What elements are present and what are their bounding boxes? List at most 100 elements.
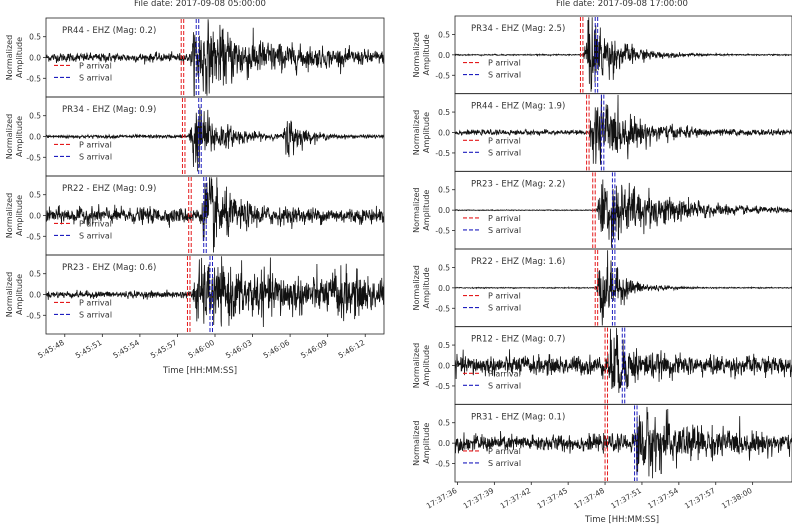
y-tick-label: -0.5 [435, 227, 450, 236]
legend-entry: P arrival [79, 140, 112, 149]
y-tick-label: -0.5 [435, 304, 450, 313]
y-tick-label: -0.5 [435, 382, 450, 391]
legend-entry: S arrival [79, 310, 112, 319]
waveform-trace [455, 94, 792, 165]
station-label: PR44 - EHZ (Mag: 1.9) [471, 102, 565, 112]
y-axis-label: NormalizedAmplitude [5, 35, 24, 80]
y-tick-label: 0.5 [29, 112, 41, 121]
legend-entry: S arrival [79, 152, 112, 161]
y-tick-label: -0.5 [435, 71, 450, 80]
x-tick-label: 17:37:36 [425, 486, 459, 511]
y-axis-label: NormalizedAmplitude [412, 32, 431, 77]
left-chart-group: File date: 2017-09-08 05:00:00 Time [HH:… [5, 0, 385, 376]
waveform-trace [455, 179, 792, 248]
x-tick-label: 17:37:39 [462, 486, 496, 511]
x-tick-label: 5:45:54 [111, 338, 141, 360]
legend-entry: P arrival [79, 61, 112, 70]
y-axis-label: NormalizedAmplitude [412, 265, 431, 310]
x-tick-label: 17:37:45 [535, 486, 569, 511]
y-tick-label: 0.5 [438, 263, 450, 272]
legend-entry: P arrival [488, 136, 521, 145]
x-tick-label: 5:45:48 [36, 338, 66, 360]
y-tick-label: 0.0 [29, 133, 41, 142]
y-tick-label: 0.0 [438, 206, 450, 215]
y-tick-label: 0.0 [438, 284, 450, 293]
panel-1-1: PR44 - EHZ (Mag: 1.9) P arrival S arrival -… [412, 93, 792, 172]
panel-0-2: PR22 - EHZ (Mag: 0.9) P arrival S arrival -… [5, 175, 385, 256]
y-tick-label: 0.5 [29, 33, 41, 42]
waveform-trace [455, 250, 792, 326]
y-tick-label: -0.5 [26, 153, 41, 162]
station-label: PR44 - EHZ (Mag: 0.2) [62, 26, 156, 36]
x-tick-label: 5:46:00 [186, 338, 216, 360]
y-tick-label: 0.0 [438, 439, 450, 448]
station-label: PR22 - EHZ (Mag: 0.9) [62, 184, 156, 194]
station-label: PR31 - EHZ (Mag: 0.1) [471, 412, 565, 422]
station-label: PR23 - EHZ (Mag: 0.6) [62, 263, 156, 273]
x-tick-label: 17:37:51 [609, 486, 643, 511]
left-chart-title: File date: 2017-09-08 05:00:00 [134, 0, 266, 9]
y-tick-label: -0.5 [26, 232, 41, 241]
legend-entry: S arrival [79, 231, 112, 240]
right-x-axis-label: Time [HH:MM:SS] [584, 515, 659, 525]
y-tick-label: 0.5 [438, 341, 450, 350]
legend-entry: P arrival [488, 292, 521, 301]
y-tick-label: 0.0 [438, 51, 450, 60]
y-axis-label: NormalizedAmplitude [412, 187, 431, 232]
legend-entry: P arrival [488, 214, 521, 223]
x-tick-label: 5:45:51 [74, 338, 104, 360]
y-tick-label: -0.5 [435, 149, 450, 158]
y-tick-label: 0.5 [438, 108, 450, 117]
waveform-trace [46, 107, 384, 172]
panel-1-3: PR22 - EHZ (Mag: 1.6) P arrival S arrival -… [412, 248, 792, 328]
legend-entry: S arrival [488, 71, 521, 80]
legend-entry: S arrival [488, 304, 521, 313]
panel-1-2: PR23 - EHZ (Mag: 2.2) P arrival S arrival -… [412, 170, 792, 250]
panel-1-5: PR31 - EHZ (Mag: 0.1) P arrival S arrival -… [412, 403, 792, 483]
x-tick-label: 17:37:48 [572, 486, 606, 511]
legend-entry: S arrival [79, 73, 112, 82]
y-tick-label: 0.5 [438, 186, 450, 195]
station-label: PR12 - EHZ (Mag: 0.7) [471, 335, 565, 345]
panel-1-0: PR34 - EHZ (Mag: 2.5) P arrival S arrival -… [412, 15, 792, 95]
y-tick-label: 0.0 [29, 212, 41, 221]
waveform-trace [46, 177, 384, 253]
waveform-trace [455, 406, 792, 479]
y-axis-label: NormalizedAmplitude [412, 110, 431, 155]
legend-entry: S arrival [488, 459, 521, 468]
y-axis-label: NormalizedAmplitude [5, 114, 24, 159]
station-label: PR23 - EHZ (Mag: 2.2) [471, 179, 565, 189]
x-tick-label: 17:37:57 [683, 486, 717, 511]
legend-entry: S arrival [488, 381, 521, 390]
x-tick-label: 5:46:12 [337, 338, 367, 360]
y-tick-label: 0.0 [438, 129, 450, 138]
y-tick-label: 0.0 [438, 362, 450, 371]
y-tick-label: -0.5 [435, 460, 450, 469]
x-tick-label: 5:45:57 [149, 338, 179, 360]
station-label: PR34 - EHZ (Mag: 2.5) [471, 24, 565, 34]
legend-entry: P arrival [488, 447, 521, 456]
x-tick-label: 17:37:42 [499, 486, 533, 511]
y-tick-label: 0.5 [29, 270, 41, 279]
x-tick-label: 5:46:09 [299, 338, 329, 360]
legend-entry: P arrival [79, 219, 112, 228]
y-axis-label: NormalizedAmplitude [412, 420, 431, 465]
y-tick-label: -0.5 [26, 74, 41, 83]
waveform-trace [46, 19, 384, 97]
y-tick-label: 0.5 [438, 419, 450, 428]
x-tick-label: 17:37:54 [646, 486, 680, 511]
x-tick-label: 5:46:03 [224, 338, 254, 360]
panel-0-3: PR23 - EHZ (Mag: 0.6) P arrival S arrival -… [5, 254, 385, 335]
x-tick-label: 17:38:00 [720, 486, 754, 511]
y-axis-label: NormalizedAmplitude [5, 272, 24, 317]
waveform-trace [455, 327, 792, 393]
legend-entry: P arrival [488, 369, 521, 378]
y-tick-label: 0.0 [29, 54, 41, 63]
y-tick-label: -0.5 [26, 311, 41, 320]
y-axis-label: NormalizedAmplitude [412, 343, 431, 388]
legend-entry: S arrival [488, 148, 521, 157]
y-tick-label: 0.0 [29, 291, 41, 300]
y-axis-label: NormalizedAmplitude [5, 193, 24, 238]
panel-0-0: PR44 - EHZ (Mag: 0.2) P arrival S arrival -… [5, 17, 385, 98]
